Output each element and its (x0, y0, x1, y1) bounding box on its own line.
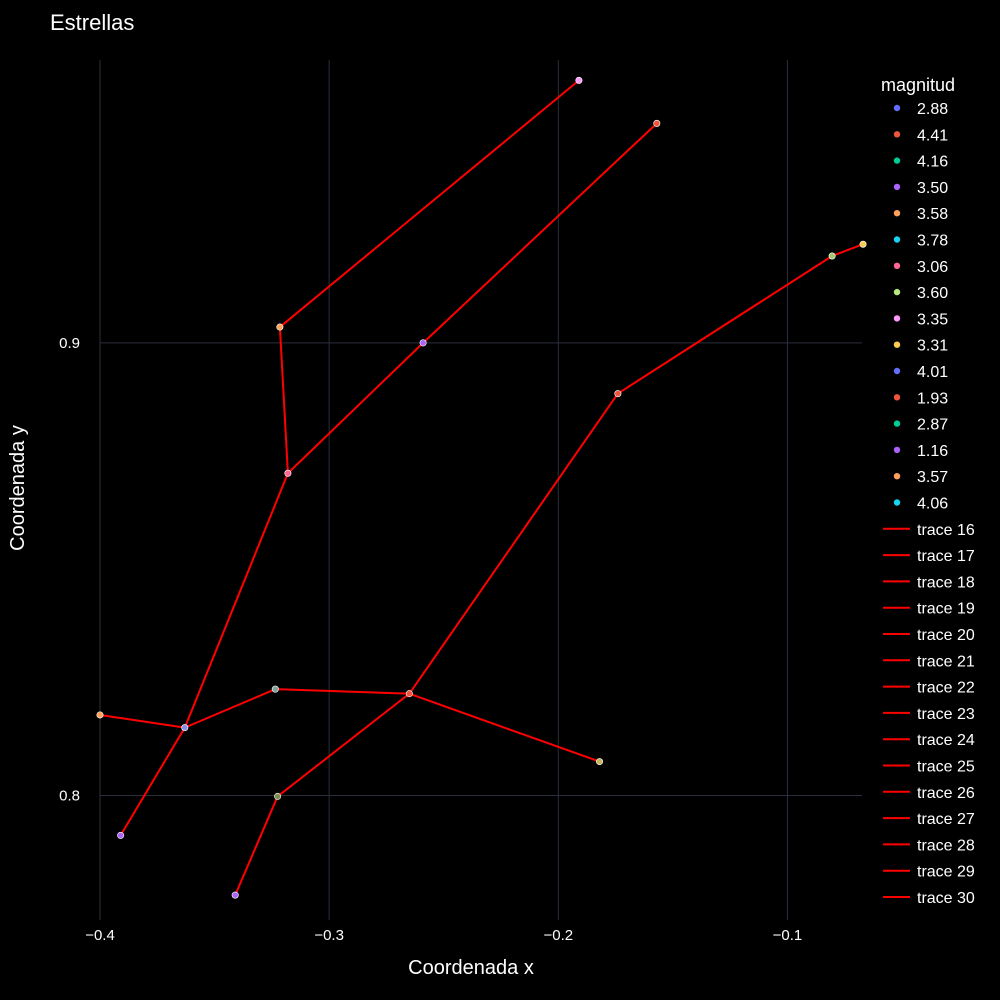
line-trace-25 (422, 122, 658, 344)
star-point-4.06 (231, 891, 239, 899)
legend-marker (893, 183, 901, 191)
star-point-3.57 (274, 792, 282, 800)
legend-label: 4.16 (917, 154, 948, 171)
star-point-4.41 (405, 690, 413, 698)
legend-label: trace 23 (917, 706, 975, 723)
legend-label: trace 17 (917, 548, 975, 565)
star-points (96, 76, 867, 899)
line-trace-19 (99, 713, 185, 729)
x-axis-title: Coordenada x (408, 957, 534, 979)
y-axis-ticks: 0.8 0.9 (59, 335, 80, 805)
star-point-3.58 (96, 711, 104, 719)
legend-label: trace 25 (917, 759, 975, 776)
chart-title: Estrellas (50, 10, 134, 35)
legend-marker (893, 420, 901, 427)
star-point-3.50 (181, 724, 189, 732)
star-point-3.60 (276, 323, 284, 331)
line-trace-22 (278, 326, 289, 474)
x-tick-label: −0.3 (314, 927, 344, 944)
legend-label: trace 27 (917, 811, 975, 828)
legend-label: 4.01 (917, 364, 948, 381)
legend-label: trace 24 (917, 732, 975, 749)
legend-label: 3.06 (917, 259, 948, 276)
legend-marker (893, 394, 901, 401)
legend-label: trace 30 (917, 890, 975, 907)
legend-label: trace 22 (917, 680, 975, 697)
legend-label: trace 20 (917, 627, 975, 644)
legend-label: trace 19 (917, 601, 975, 618)
legend: magnitud 2.88 4.41 4.16 3.50 3.58 3.78 3.06 3.6… (881, 75, 975, 907)
legend-label: trace 18 (917, 574, 975, 591)
legend-label: trace 16 (917, 522, 975, 539)
legend-marker (893, 131, 901, 138)
legend-marker (893, 262, 901, 269)
legend-marker (893, 315, 901, 322)
grid-lines (99, 60, 862, 920)
line-trace-28 (831, 243, 864, 257)
x-axis-ticks: −0.4 −0.3 −0.2 −0.1 (85, 927, 802, 944)
legend-label: trace 29 (917, 864, 975, 881)
legend-marker (893, 367, 901, 375)
line-trace-23 (279, 79, 580, 328)
star-point-1.93 (828, 252, 836, 260)
star-point-3.31 (419, 339, 427, 347)
star-point-4.16 (271, 685, 279, 693)
line-trace-18 (184, 688, 276, 729)
star-point-2.87 (859, 240, 867, 248)
legend-label: 3.35 (917, 311, 948, 328)
x-tick-label: −0.1 (773, 927, 803, 944)
star-point-4.01 (653, 119, 661, 127)
legend-label: 4.06 (917, 496, 948, 513)
line-trace-27 (617, 255, 833, 395)
legend-label: 3.58 (917, 206, 948, 223)
legend-marker (893, 473, 901, 480)
legend-label: 3.60 (917, 285, 948, 302)
y-axis-title: Coordenada y (7, 425, 29, 551)
line-trace-21 (183, 472, 289, 729)
x-tick-label: −0.2 (543, 927, 573, 944)
line-trace-17 (275, 688, 410, 695)
legend-label: 1.16 (917, 443, 948, 460)
line-trace-30 (234, 796, 279, 896)
legend-marker (893, 210, 901, 217)
legend-label: 3.78 (917, 233, 948, 250)
legend-marker (893, 341, 901, 348)
star-point-2.88 (596, 758, 604, 766)
legend-label: 3.57 (917, 469, 948, 486)
star-point-3.06 (284, 469, 292, 477)
star-point-1.16 (614, 390, 622, 398)
legend-title: magnitud (881, 75, 955, 95)
legend-marker (893, 157, 901, 164)
legend-marker (893, 288, 901, 296)
star-point-3.35 (575, 76, 583, 84)
legend-label: 3.50 (917, 180, 948, 197)
legend-label: 2.87 (917, 417, 948, 434)
legend-label: 1.93 (917, 390, 948, 407)
line-trace-24 (287, 342, 424, 474)
legend-label: 4.41 (917, 127, 948, 144)
line-trace-29 (276, 692, 410, 798)
legend-marker (893, 236, 901, 243)
y-tick-label: 0.9 (59, 335, 80, 352)
x-tick-label: −0.4 (85, 927, 115, 944)
legend-label: trace 26 (917, 785, 975, 802)
legend-label: 2.88 (917, 101, 948, 118)
legend-label: 3.31 (917, 338, 948, 355)
legend-marker (893, 499, 901, 506)
star-point-3.78 (117, 831, 125, 839)
legend-marker (893, 104, 901, 112)
legend-label: trace 21 (917, 653, 975, 670)
line-trace-16 (409, 692, 600, 763)
y-tick-label: 0.8 (59, 788, 80, 805)
legend-marker (893, 446, 901, 454)
constellation-lines (99, 79, 864, 896)
line-trace-20 (119, 727, 186, 836)
line-trace-26 (408, 393, 619, 695)
legend-label: trace 28 (917, 837, 975, 854)
